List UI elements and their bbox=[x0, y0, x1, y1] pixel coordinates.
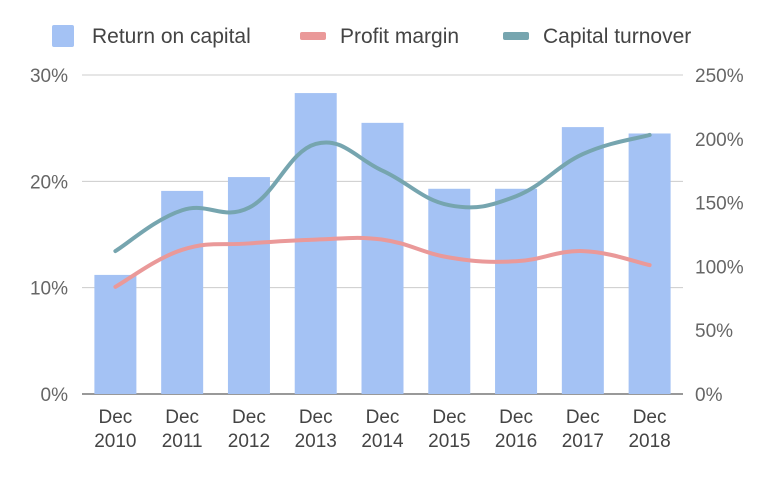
legend-label-profit-margin: Profit margin bbox=[340, 25, 459, 48]
right-axis-tick-label: 100% bbox=[695, 257, 744, 278]
capital-turnover-line bbox=[113, 132, 652, 254]
x-axis-tick-label: Dec 2013 bbox=[295, 407, 337, 452]
left-axis-tick-label: 0% bbox=[41, 385, 69, 406]
bar bbox=[161, 190, 204, 394]
x-axis-tick-label-line: 2017 bbox=[562, 431, 604, 452]
x-axis-tick-label: Dec 2018 bbox=[628, 407, 670, 452]
legend: Return on capital Profit margin Capital tu… bbox=[52, 25, 691, 48]
bar bbox=[495, 188, 538, 394]
x-axis-tick-label: Dec 2010 bbox=[94, 407, 136, 452]
right-axis-tick-label: 0% bbox=[695, 385, 723, 406]
x-axis-tick-label-line: Dec bbox=[499, 407, 533, 428]
right-axis: 0% 50% 100% 150% 200% 250% bbox=[695, 66, 744, 406]
legend-swatch-profit-margin bbox=[300, 32, 326, 40]
right-axis-tick-label: 250% bbox=[695, 66, 744, 87]
left-axis-tick-label: 30% bbox=[30, 66, 68, 87]
bar bbox=[428, 188, 471, 394]
bar bbox=[361, 122, 404, 394]
x-axis: Dec 2010 Dec 2011 Dec 2012 Dec 2013 Dec 2014 Dec 20… bbox=[94, 407, 671, 452]
legend-label-return-on-capital: Return on capital bbox=[92, 25, 251, 48]
right-axis-tick-label: 50% bbox=[695, 321, 733, 342]
x-axis-tick-label-line: Dec bbox=[232, 407, 266, 428]
left-axis-tick-label: 20% bbox=[30, 172, 68, 193]
x-axis-tick-label: Dec 2012 bbox=[228, 407, 270, 452]
line-series bbox=[113, 132, 652, 289]
x-axis-tick-label-line: 2014 bbox=[361, 431, 404, 452]
bar bbox=[294, 93, 337, 395]
x-axis-tick-label-line: 2010 bbox=[94, 431, 136, 452]
left-axis: 0% 10% 20% 30% bbox=[30, 66, 68, 406]
x-axis-tick-label: Dec 2017 bbox=[562, 407, 604, 452]
x-axis-tick-label: Dec 2014 bbox=[361, 407, 404, 452]
left-axis-tick-label: 10% bbox=[30, 279, 68, 300]
x-axis-tick-label-line: Dec bbox=[432, 407, 466, 428]
x-axis-tick-label: Dec 2015 bbox=[428, 407, 470, 452]
legend-swatch-return-on-capital bbox=[52, 25, 74, 47]
x-axis-tick-label-line: 2012 bbox=[228, 431, 270, 452]
profit-margin-line bbox=[113, 235, 652, 289]
x-axis-tick-label-line: Dec bbox=[299, 407, 333, 428]
x-axis-tick-label: Dec 2016 bbox=[495, 407, 537, 452]
bar bbox=[94, 274, 137, 394]
x-axis-tick-label-line: Dec bbox=[98, 407, 132, 428]
x-axis-tick-label-line: Dec bbox=[165, 407, 199, 428]
x-axis-tick-label-line: 2013 bbox=[295, 431, 337, 452]
legend-label-capital-turnover: Capital turnover bbox=[543, 25, 691, 48]
x-axis-tick-label-line: 2018 bbox=[628, 431, 670, 452]
x-axis-tick-label-line: Dec bbox=[566, 407, 600, 428]
x-axis-tick-label-line: Dec bbox=[633, 407, 667, 428]
x-axis-tick-label-line: Dec bbox=[366, 407, 400, 428]
bar-series bbox=[94, 93, 671, 395]
x-axis-tick-label: Dec 2011 bbox=[162, 407, 203, 452]
x-axis-tick-label-line: 2015 bbox=[428, 431, 470, 452]
legend-swatch-capital-turnover bbox=[503, 32, 529, 40]
bar bbox=[561, 127, 604, 394]
right-axis-tick-label: 200% bbox=[695, 130, 744, 151]
right-axis-tick-label: 150% bbox=[695, 194, 744, 215]
x-axis-tick-label-line: 2011 bbox=[162, 431, 203, 452]
x-axis-tick-label-line: 2016 bbox=[495, 431, 537, 452]
